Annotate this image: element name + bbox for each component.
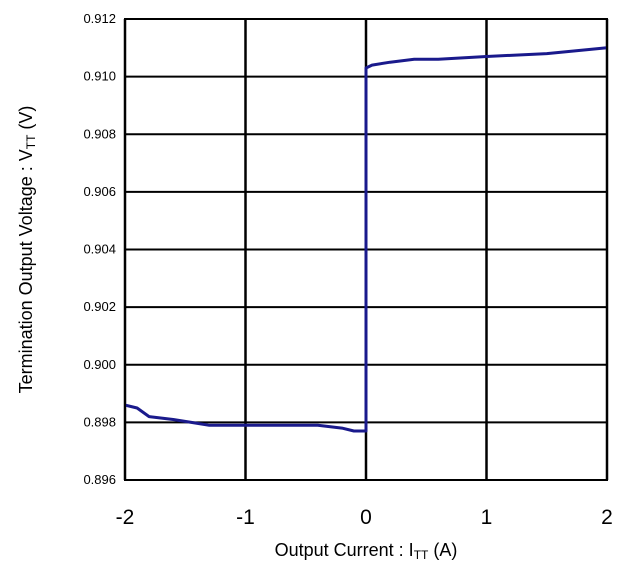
y-axis-title: Termination Output Voltage : VTT (V) <box>16 106 38 394</box>
y-tick-label: 0.898 <box>83 414 116 429</box>
y-tick-label: 0.906 <box>83 184 116 199</box>
x-axis-title-unit: (A) <box>428 540 457 560</box>
x-tick-label: -1 <box>236 506 255 529</box>
y-tick-label: 0.910 <box>83 69 116 84</box>
x-tick-label: 1 <box>481 506 493 529</box>
y-axis-title-main: Termination Output Voltage : V <box>16 149 36 393</box>
plot-frame <box>124 18 608 481</box>
y-tick-label: 0.900 <box>83 357 116 372</box>
series-group <box>124 46 608 433</box>
y-tick-label: 0.904 <box>83 242 116 257</box>
y-axis-title-unit: (V) <box>16 106 36 135</box>
x-tick-label: 2 <box>601 506 613 529</box>
y-tick-label: 0.902 <box>83 299 116 314</box>
x-axis-title-main: Output Current : I <box>275 540 414 560</box>
y-tick-label: 0.896 <box>83 472 116 487</box>
x-tick-label: 0 <box>360 506 372 529</box>
y-tick-labels: 0.912 0.910 0.908 0.906 0.904 0.902 0.900 0.898… <box>83 11 116 487</box>
y-axis-title-subscript: TT <box>24 134 38 149</box>
y-tick-label: 0.912 <box>83 11 116 26</box>
x-tick-label: -2 <box>116 506 135 529</box>
y-tick-label: 0.908 <box>83 126 116 141</box>
x-axis-title-subscript: TT <box>414 548 429 562</box>
series-line <box>124 46 608 433</box>
x-axis-title: Output Current : ITT (A) <box>275 540 458 562</box>
x-tick-labels: -2 -1 0 1 2 <box>116 506 613 529</box>
